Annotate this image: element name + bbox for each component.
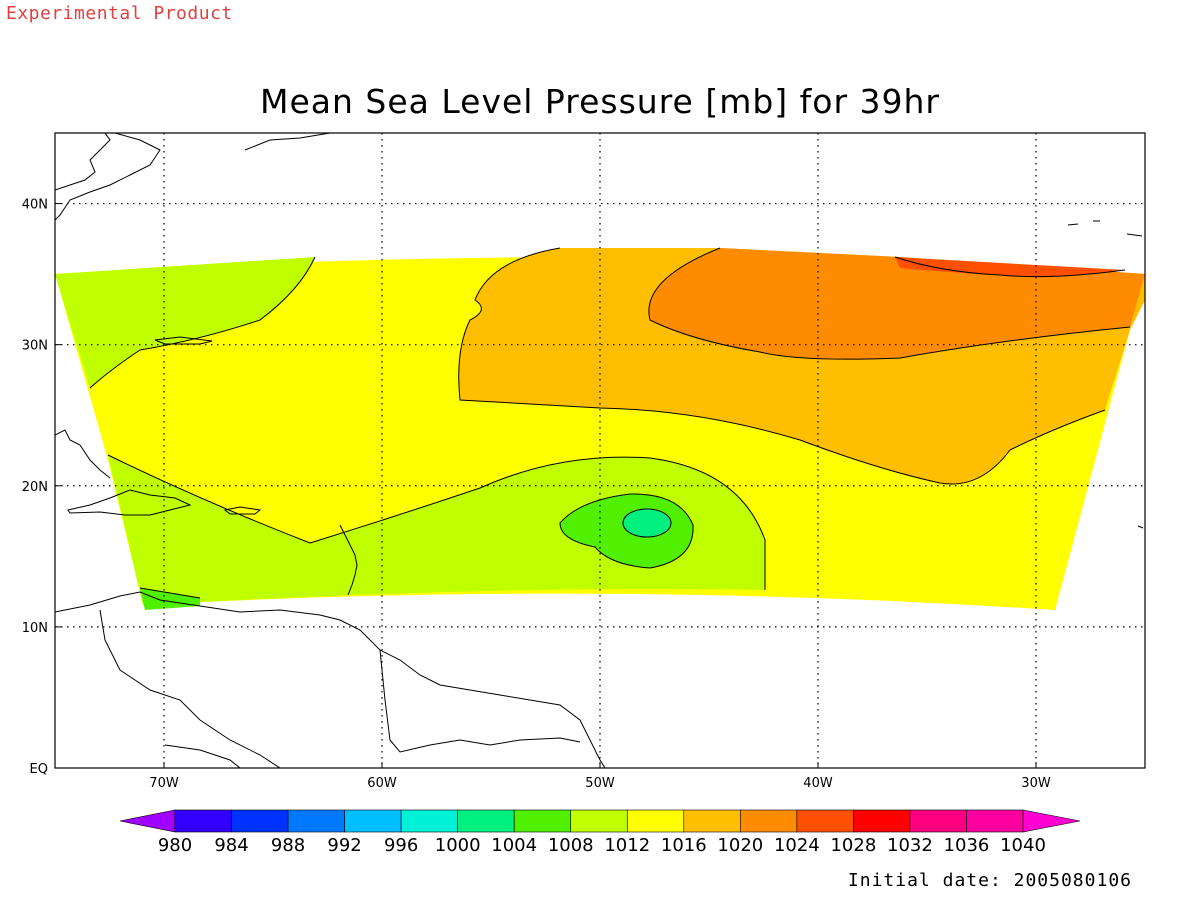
colorbar-box [287,809,345,833]
colorbar-left-arrow [119,809,176,833]
colorbar-label: 984 [214,835,248,856]
y-tick-label: 40N [22,198,48,213]
colorbar-label: 1004 [491,835,537,856]
colorbar-box [683,809,741,833]
x-tick-label: 30W [1021,776,1051,791]
x-tick-label: 70W [149,776,179,791]
colorbar-box [344,809,402,833]
colorbar-label: 992 [327,835,361,856]
region-1008-1012-south [108,455,765,605]
colorbar-box [626,809,685,833]
pressure-field [55,133,1145,768]
colorbar-box [513,809,572,833]
y-tick-label: 20N [22,480,48,495]
coastlines [55,133,1144,768]
gridlines [55,133,1145,768]
colorbar-label: 1036 [944,835,990,856]
chart-title: Mean Sea Level Pressure [mb] for 39hr [259,82,941,121]
colorbar-box [909,809,967,833]
region-1024-1028 [895,257,1125,277]
colorbar-label: 996 [384,835,418,856]
experimental-product-label: Experimental Product [6,3,233,24]
contour-lines [89,247,1131,599]
y-tick-labels: EQ 10N 20N 30N 40N [22,198,61,777]
colorbar-box [400,809,458,833]
colorbar-box [231,809,289,833]
colorbar-label: 1016 [661,835,707,856]
colorbar-box [740,809,798,833]
initial-date-label: Initial date: 2005080106 [847,870,1132,891]
region-1004-1008-coast [140,588,200,610]
colorbar-label: 1032 [887,835,933,856]
colorbar-box [174,809,232,833]
colorbar-label: 1012 [604,835,650,856]
colorbar-box [853,809,911,833]
colorbar-box [796,809,854,833]
region-1000-1004-center [623,509,671,537]
colorbar-label: 1000 [435,835,481,856]
colorbar: 980 984 988 992 996 1000 1004 1008 1012 1016 1020 1… [119,809,1081,856]
colorbar-right-arrow [1022,809,1081,833]
colorbar-label: 1008 [548,835,594,856]
colorbar-box [966,809,1024,833]
x-tick-label: 40W [803,776,833,791]
x-tick-label: 50W [585,776,615,791]
colorbar-label: 1028 [830,835,876,856]
colorbar-label: 1040 [1000,835,1046,856]
colorbar-label: 1024 [774,835,820,856]
colorbar-label: 988 [271,835,305,856]
y-tick-label: 10N [22,621,48,636]
x-tick-labels: 70W 60W 50W 40W 30W [149,762,1051,791]
region-1008-1012-nw [55,257,315,388]
colorbar-label: 980 [158,835,192,856]
colorbar-box [457,809,515,833]
y-tick-label: 30N [22,339,48,354]
colorbar-label: 1020 [717,835,763,856]
colorbar-box [570,809,628,833]
x-tick-label: 60W [367,776,397,791]
y-tick-label: EQ [30,762,48,777]
